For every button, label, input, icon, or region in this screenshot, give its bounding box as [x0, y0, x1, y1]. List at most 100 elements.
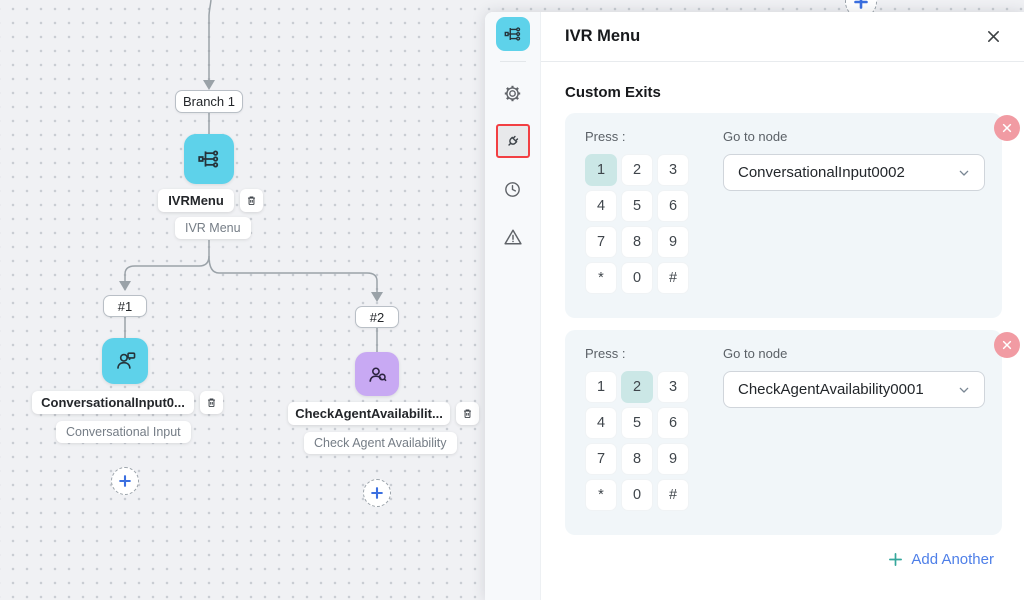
keypad-key[interactable]: 5 — [621, 190, 653, 222]
keypad-key[interactable]: 3 — [657, 371, 689, 403]
keypad-key[interactable]: 9 — [657, 226, 689, 258]
goto-column: Go to node CheckAgentAvailability0001 — [723, 346, 985, 511]
keypad-key[interactable]: 2 — [621, 371, 653, 403]
keypad-column: Press : 1 2 3 4 5 6 7 8 9 * 0 — [585, 129, 689, 294]
conversational-input-icon — [117, 352, 136, 369]
keypad-key[interactable]: * — [585, 262, 617, 294]
exit-2-pill[interactable]: #2 — [355, 306, 399, 328]
add-node-button-2[interactable] — [363, 479, 391, 507]
plus-icon — [371, 487, 383, 499]
plus-icon — [889, 553, 903, 566]
panel-header: IVR Menu — [541, 12, 1024, 62]
ivr-menu-node[interactable] — [184, 134, 234, 184]
keypad-key[interactable]: # — [657, 262, 689, 294]
keypad-key[interactable]: 4 — [585, 190, 617, 222]
keypad-column: Press : 1 2 3 4 5 6 7 8 9 * 0 — [585, 346, 689, 511]
goto-node-dropdown-2[interactable]: CheckAgentAvailability0001 — [723, 371, 985, 408]
close-icon — [1002, 340, 1012, 350]
keypad: 1 2 3 4 5 6 7 8 9 * 0 # — [585, 154, 689, 294]
check-agent-availability-node-type-text: Check Agent Availability — [314, 436, 447, 450]
press-label: Press : — [585, 129, 626, 144]
rail-tab-ivr-menu[interactable] — [495, 17, 530, 51]
keypad-key[interactable]: * — [585, 479, 617, 511]
keypad-key[interactable]: 5 — [621, 407, 653, 439]
branch-node-label: Branch 1 — [182, 94, 236, 109]
check-agent-availability-node[interactable] — [355, 352, 399, 396]
ivr-menu-node-type: IVR Menu — [175, 217, 251, 239]
keypad-key[interactable]: # — [657, 479, 689, 511]
ivr-menu-icon — [504, 27, 520, 41]
keypad-key[interactable]: 4 — [585, 407, 617, 439]
exit-1-label: #1 — [117, 298, 133, 314]
clock-icon — [505, 181, 520, 197]
plug-icon — [508, 135, 519, 146]
goto-label: Go to node — [723, 346, 788, 361]
exit-2-label: #2 — [369, 309, 385, 325]
press-label: Press : — [585, 346, 626, 361]
keypad-key[interactable]: 6 — [657, 407, 689, 439]
rail-tab-exits[interactable] — [495, 124, 530, 158]
keypad-key[interactable]: 8 — [621, 226, 653, 258]
keypad-key[interactable]: 7 — [585, 443, 617, 475]
close-icon — [1002, 123, 1012, 133]
add-node-button-1[interactable] — [111, 467, 139, 495]
keypad-key[interactable]: 3 — [657, 154, 689, 186]
gear-icon — [504, 85, 521, 101]
add-another-label: Add Another — [911, 551, 994, 568]
rail-tab-history[interactable] — [496, 172, 530, 206]
check-agent-availability-node-name-text: CheckAgentAvailabilit... — [295, 406, 443, 421]
trash-icon — [207, 398, 216, 408]
keypad-key[interactable]: 6 — [657, 190, 689, 222]
conversational-input-node-name[interactable]: ConversationalInput0... — [32, 391, 194, 414]
close-icon — [987, 31, 999, 42]
plus-icon — [119, 475, 131, 487]
trash-icon — [463, 409, 472, 419]
check-agent-availability-icon — [368, 366, 387, 382]
ivr-menu-icon — [198, 150, 219, 168]
chevron-down-icon — [959, 387, 969, 393]
ivr-menu-delete-button[interactable] — [240, 189, 263, 212]
section-title: Custom Exits — [565, 84, 661, 101]
add-another-button[interactable]: Add Another — [565, 551, 1002, 568]
check-agent-availability-node-type: Check Agent Availability — [304, 432, 457, 454]
exit-card-1: Press : 1 2 3 4 5 6 7 8 9 * 0 — [565, 113, 1020, 318]
keypad-key[interactable]: 7 — [585, 226, 617, 258]
keypad-key[interactable]: 2 — [621, 154, 653, 186]
keypad-key[interactable]: 0 — [621, 479, 653, 511]
panel-body: Custom Exits Press : 1 2 3 4 5 6 7 — [541, 62, 1024, 600]
remove-exit-button-2[interactable] — [994, 332, 1020, 358]
keypad: 1 2 3 4 5 6 7 8 9 * 0 # — [585, 371, 689, 511]
trash-icon — [247, 196, 256, 206]
conversational-input-node-type: Conversational Input — [56, 421, 191, 443]
panel-close-button[interactable] — [982, 26, 1004, 48]
ivr-menu-config-panel: IVR Menu Custom Exits Press : 1 2 — [485, 12, 1024, 600]
keypad-key[interactable]: 0 — [621, 262, 653, 294]
rail-tab-settings[interactable] — [496, 76, 530, 110]
keypad-key[interactable]: 1 — [585, 371, 617, 403]
branch-node[interactable]: Branch 1 — [175, 90, 243, 113]
panel-title: IVR Menu — [565, 27, 641, 45]
goto-label: Go to node — [723, 129, 788, 144]
conversational-input-node[interactable] — [102, 338, 148, 384]
check-agent-availability-node-name[interactable]: CheckAgentAvailabilit... — [288, 402, 450, 425]
conversational-input-delete-button[interactable] — [200, 391, 223, 414]
conversational-input-node-name-text: ConversationalInput0... — [41, 395, 185, 410]
keypad-key[interactable]: 8 — [621, 443, 653, 475]
keypad-key[interactable]: 9 — [657, 443, 689, 475]
goto-node-dropdown-1[interactable]: ConversationalInput0002 — [723, 154, 985, 191]
goto-node-dropdown-2-value: CheckAgentAvailability0001 — [738, 381, 924, 398]
panel-icon-rail — [485, 12, 541, 600]
plus-icon — [854, 0, 868, 9]
check-agent-availability-delete-button[interactable] — [456, 402, 479, 425]
ivr-menu-node-name-text: IVRMenu — [168, 193, 224, 208]
ivr-menu-node-name[interactable]: IVRMenu — [158, 189, 234, 212]
ivr-menu-node-type-text: IVR Menu — [185, 221, 241, 235]
goto-column: Go to node ConversationalInput0002 — [723, 129, 985, 294]
remove-exit-button-1[interactable] — [994, 115, 1020, 141]
exit-1-pill[interactable]: #1 — [103, 295, 147, 317]
keypad-key[interactable]: 1 — [585, 154, 617, 186]
conversational-input-node-type-text: Conversational Input — [66, 425, 181, 439]
rail-tab-warnings[interactable] — [496, 220, 530, 254]
flow-connectors — [119, 0, 383, 352]
